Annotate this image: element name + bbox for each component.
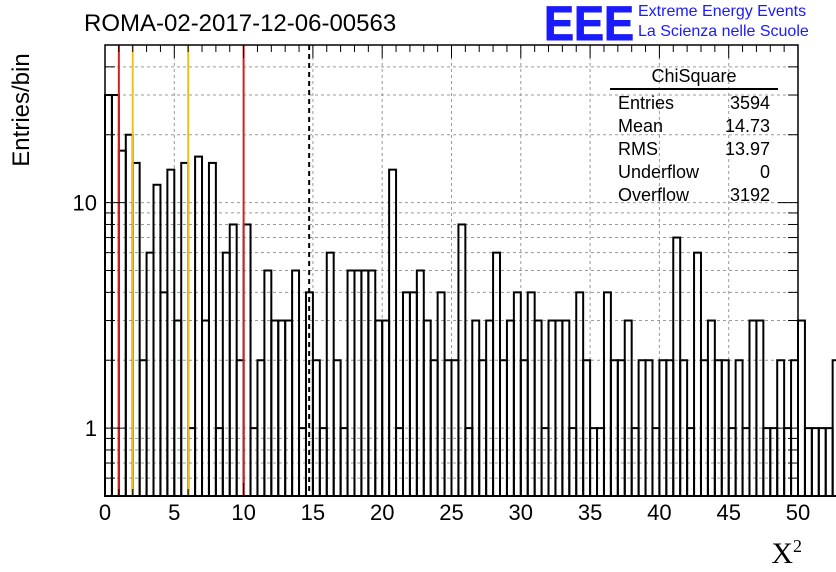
- histogram-bar: [817, 427, 827, 497]
- y-axis-label: Entries/bin: [8, 53, 35, 167]
- x-axis-label-main: X: [771, 537, 793, 570]
- x-tick-label: 20: [370, 500, 394, 525]
- x-tick-label: 15: [301, 500, 325, 525]
- histogram-bar: [797, 319, 806, 497]
- chart-title: ROMA-02-2017-12-06-00563: [84, 10, 397, 37]
- stats-title: ChiSquare: [610, 66, 778, 90]
- x-tick-label: 50: [786, 500, 810, 525]
- histogram-bar: [824, 427, 834, 497]
- x-axis-label-sup: 2: [793, 536, 802, 556]
- stats-row-entries: Entries 3594: [610, 92, 778, 115]
- x-tick-label: 25: [439, 500, 463, 525]
- x-tick-label: 45: [716, 500, 740, 525]
- histogram-bar: [803, 427, 813, 497]
- stats-box: ChiSquare Entries 3594 Mean 14.73 RMS 13…: [610, 66, 778, 207]
- svg-text:EEE: EEE: [544, 0, 634, 44]
- eee-logo: EEE: [544, 0, 635, 44]
- x-axis-label: X2: [771, 536, 802, 571]
- x-tick-label: 0: [99, 500, 111, 525]
- stats-value: 0: [759, 162, 770, 182]
- logo-line-2: La Scienza nelle Scuole: [638, 23, 809, 40]
- stats-row-mean: Mean 14.73: [610, 115, 778, 138]
- stats-label: Underflow: [618, 162, 700, 182]
- histogram-bar: [831, 359, 836, 497]
- x-tick-label: 5: [168, 500, 180, 525]
- stats-value: 3594: [729, 93, 770, 113]
- stats-label: Overflow: [618, 185, 690, 205]
- x-tick-label: 40: [647, 500, 671, 525]
- stats-row-rms: RMS 13.97: [610, 138, 778, 161]
- stats-label: Mean: [618, 116, 664, 136]
- stats-label: RMS: [618, 139, 658, 159]
- stats-value: 13.97: [724, 139, 770, 159]
- stats-row-overflow: Overflow 3192: [610, 184, 778, 207]
- x-tick-label: 10: [231, 500, 255, 525]
- stats-value: 3192: [729, 185, 770, 205]
- y-tick-label: 1: [85, 416, 97, 441]
- x-tick-label: 35: [578, 500, 602, 525]
- y-tick-label: 10: [73, 191, 97, 216]
- stats-label: Entries: [618, 93, 675, 113]
- stats-row-underflow: Underflow 0: [610, 161, 778, 184]
- histogram-bar: [810, 427, 820, 497]
- stats-value: 14.73: [724, 116, 770, 136]
- logo-line-1: Extreme Energy Events: [638, 3, 807, 20]
- x-tick-label: 30: [509, 500, 533, 525]
